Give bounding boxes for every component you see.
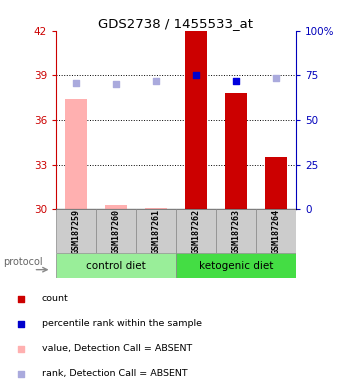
Bar (56, 209, 96, 253)
Point (273, 75, 279, 81)
Bar (105, 205, 127, 209)
Bar (176, 209, 216, 253)
Bar (176, 253, 296, 278)
Text: GSM187259: GSM187259 (71, 209, 81, 254)
Point (233, 78, 239, 84)
Bar (225, 93, 247, 209)
Text: rank, Detection Call = ABSENT: rank, Detection Call = ABSENT (42, 369, 187, 378)
Text: GSM187264: GSM187264 (271, 209, 280, 254)
Text: GSM187260: GSM187260 (112, 209, 121, 254)
Bar (65, 99, 87, 209)
Bar (56, 253, 176, 278)
Text: value, Detection Call = ABSENT: value, Detection Call = ABSENT (42, 344, 192, 353)
Text: percentile rank within the sample: percentile rank within the sample (42, 319, 202, 328)
Text: GSM187261: GSM187261 (152, 209, 161, 254)
Point (113, 81, 119, 88)
Point (18, 346, 24, 352)
Text: count: count (42, 295, 69, 303)
Title: GDS2738 / 1455533_at: GDS2738 / 1455533_at (99, 17, 253, 30)
Text: GSM187262: GSM187262 (191, 209, 200, 254)
Text: protocol: protocol (3, 257, 43, 267)
Point (193, 72, 199, 78)
Point (18, 296, 24, 302)
Point (153, 78, 159, 84)
Text: control diet: control diet (86, 261, 146, 271)
Bar (136, 209, 176, 253)
Bar (96, 209, 136, 253)
Text: ketogenic diet: ketogenic diet (199, 261, 273, 271)
Text: GSM187263: GSM187263 (231, 209, 240, 254)
Bar (256, 209, 296, 253)
Bar (145, 208, 167, 209)
Bar (265, 157, 287, 209)
Point (73, 80, 79, 86)
Bar (185, 31, 207, 209)
Point (18, 321, 24, 327)
Bar (216, 209, 256, 253)
Point (18, 371, 24, 377)
